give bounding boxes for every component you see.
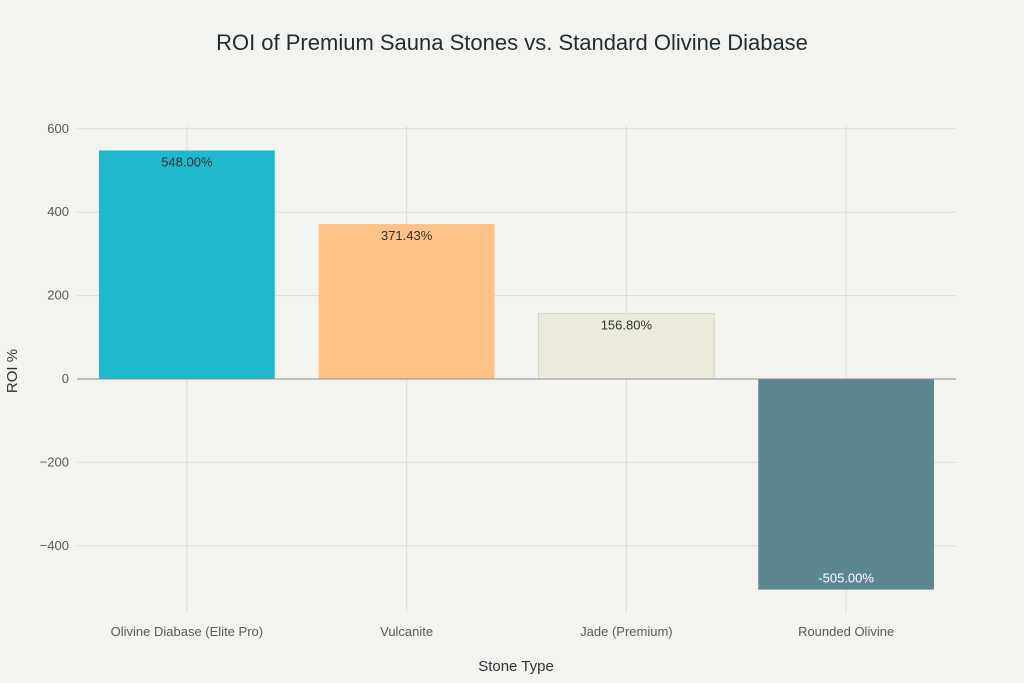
bar-data-label: 156.80% xyxy=(601,318,653,333)
y-tick-label: −200 xyxy=(40,454,69,469)
x-tick-label: Olivine Diabase (Elite Pro) xyxy=(111,624,263,639)
bars: 548.00% 371.43% 156.80% -505.00% xyxy=(77,150,956,590)
y-axis-label: ROI % xyxy=(4,349,21,393)
x-axis-ticks: Olivine Diabase (Elite Pro) Vulcanite Jade… xyxy=(111,624,895,639)
x-tick-label: Rounded Olivine xyxy=(798,624,894,639)
x-axis-label: Stone Type xyxy=(478,658,554,675)
y-tick-label: 400 xyxy=(47,204,69,219)
bar xyxy=(537,313,715,380)
bar xyxy=(98,150,275,379)
bar xyxy=(758,379,935,590)
bar xyxy=(318,224,495,379)
x-tick-label: Vulcanite xyxy=(380,624,433,639)
y-axis-ticks: −400 −200 0 200 400 600 xyxy=(40,121,69,553)
bar-data-label: -505.00% xyxy=(818,571,874,586)
y-tick-label: 200 xyxy=(47,288,69,303)
y-tick-label: 0 xyxy=(62,371,69,386)
bar-data-label: 371.43% xyxy=(381,228,433,243)
chart-title: ROI of Premium Sauna Stones vs. Standard… xyxy=(216,30,808,55)
x-tick-label: Jade (Premium) xyxy=(580,624,672,639)
y-tick-label: 600 xyxy=(47,121,69,136)
bar-data-label: 548.00% xyxy=(161,154,213,169)
y-tick-label: −400 xyxy=(40,538,69,553)
